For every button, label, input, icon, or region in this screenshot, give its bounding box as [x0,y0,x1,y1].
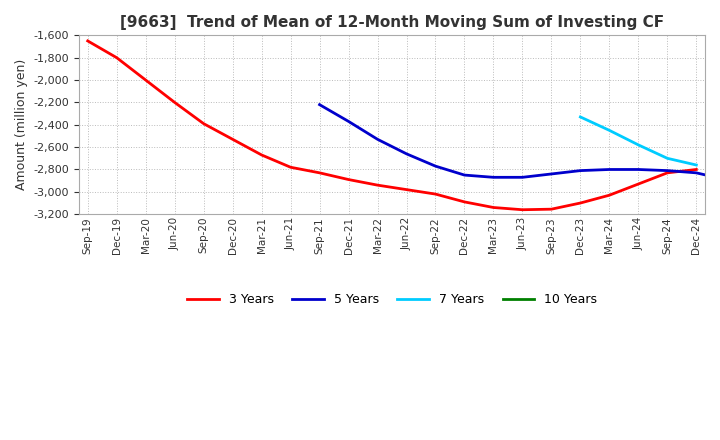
Y-axis label: Amount (million yen): Amount (million yen) [15,59,28,191]
Legend: 3 Years, 5 Years, 7 Years, 10 Years: 3 Years, 5 Years, 7 Years, 10 Years [182,289,602,312]
Title: [9663]  Trend of Mean of 12-Month Moving Sum of Investing CF: [9663] Trend of Mean of 12-Month Moving … [120,15,664,30]
